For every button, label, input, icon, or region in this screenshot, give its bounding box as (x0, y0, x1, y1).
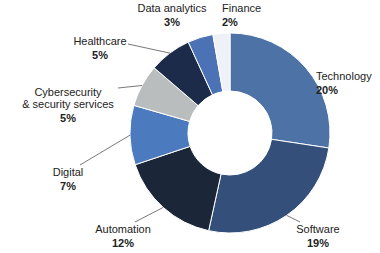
svg-text:Cybersecurity: Cybersecurity (34, 86, 102, 98)
svg-text:Technology: Technology (316, 70, 372, 82)
svg-text:2%: 2% (222, 16, 238, 28)
svg-text:Finance: Finance (222, 2, 261, 14)
svg-text:5%: 5% (92, 49, 108, 61)
svg-text:7%: 7% (60, 180, 76, 192)
svg-text:Healthcare: Healthcare (73, 35, 126, 47)
svg-text:12%: 12% (112, 237, 134, 249)
svg-text:Digital: Digital (53, 166, 84, 178)
svg-text:Data analytics: Data analytics (137, 2, 207, 14)
svg-text:3%: 3% (164, 16, 180, 28)
svg-text:& security services: & security services (22, 98, 114, 110)
svg-text:Software: Software (296, 223, 339, 235)
svg-text:20%: 20% (316, 84, 338, 96)
svg-text:Automation: Automation (95, 223, 151, 235)
svg-text:19%: 19% (307, 237, 329, 249)
svg-text:5%: 5% (60, 112, 76, 124)
